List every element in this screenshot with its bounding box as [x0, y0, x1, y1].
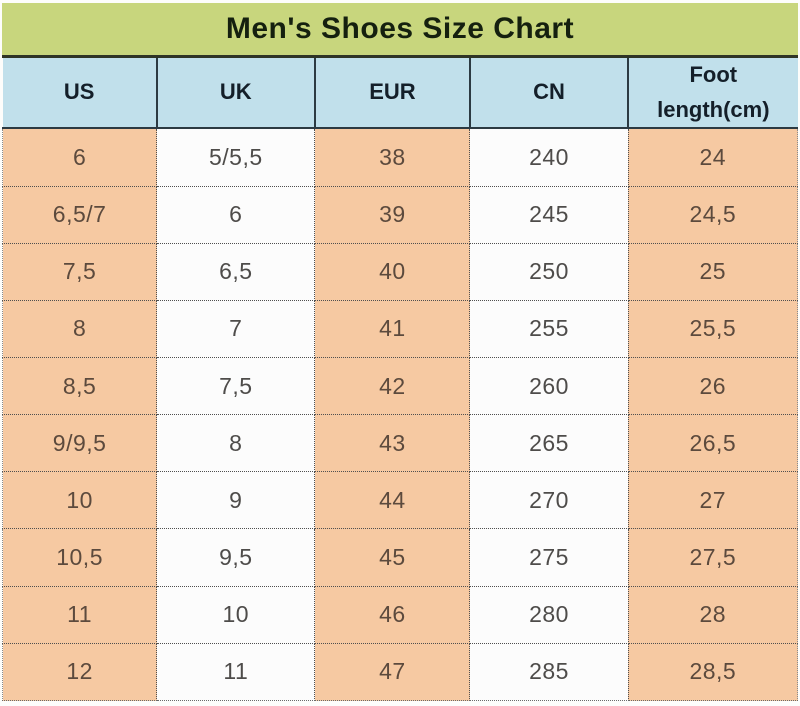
- size-cell: 8: [156, 414, 316, 473]
- size-cell: 27,5: [627, 528, 799, 587]
- size-cell: 270: [469, 471, 629, 530]
- size-cell: 260: [469, 357, 629, 416]
- size-cell: 43: [314, 414, 471, 473]
- size-cell: 10: [156, 585, 316, 644]
- size-cell: 38: [314, 127, 471, 187]
- size-cell: 41: [314, 299, 471, 359]
- size-cell: 5/5,5: [156, 127, 316, 187]
- title-bar: Men's Shoes Size Chart: [2, 3, 798, 58]
- header-row: US UK EUR CN Foot length(cm): [2, 58, 798, 129]
- table-row: 6,5/7 6 39 245 24,5: [1, 185, 799, 244]
- size-cell: 6,5/7: [1, 185, 158, 244]
- size-cell: 27: [627, 471, 799, 530]
- size-cell: 24: [627, 127, 799, 187]
- size-cell: 28,5: [627, 642, 799, 702]
- size-cell: 9,5: [156, 528, 316, 587]
- size-cell: 9: [156, 471, 316, 530]
- size-table-body: 6 5/5,5 38 240 24 6,5/7 6 39 245 24,5 7,5 6,5 40 250 2…: [1, 127, 799, 702]
- column-header-cn: CN: [468, 58, 630, 129]
- size-cell: 245: [469, 185, 629, 244]
- size-cell: 39: [314, 185, 471, 244]
- size-cell: 250: [469, 242, 629, 301]
- table-row: 8,5 7,5 42 260 26: [1, 357, 799, 416]
- size-cell: 26,5: [627, 414, 799, 473]
- size-cell: 9/9,5: [1, 414, 158, 473]
- table-row: 11 10 46 280 28: [1, 585, 799, 644]
- size-table-header: US UK EUR CN Foot length(cm): [2, 58, 798, 129]
- size-cell: 10,5: [1, 528, 158, 587]
- size-cell: 25,5: [627, 299, 799, 359]
- column-header-foot-length-cm: Foot length(cm): [627, 58, 798, 129]
- size-cell: 240: [469, 127, 629, 187]
- table-row: 10 9 44 270 27: [1, 471, 799, 530]
- size-cell: 275: [469, 528, 629, 587]
- size-cell: 46: [314, 585, 471, 644]
- size-cell: 12: [1, 642, 158, 702]
- size-cell: 7,5: [156, 357, 316, 416]
- size-cell: 280: [469, 585, 629, 644]
- size-cell: 255: [469, 299, 629, 359]
- size-cell: 25: [627, 242, 799, 301]
- size-cell: 44: [314, 471, 471, 530]
- table-row: 7,5 6,5 40 250 25: [1, 242, 799, 301]
- size-cell: 265: [469, 414, 629, 473]
- size-cell: 11: [156, 642, 316, 702]
- size-cell: 7,5: [1, 242, 158, 301]
- size-cell: 45: [314, 528, 471, 587]
- table-row: 9/9,5 8 43 265 26,5: [1, 414, 799, 473]
- table-row: 12 11 47 285 28,5: [1, 642, 799, 702]
- size-cell: 6: [1, 127, 158, 187]
- size-cell: 6,5: [156, 242, 316, 301]
- size-cell: 11: [1, 585, 158, 644]
- column-header-eur: EUR: [313, 58, 471, 129]
- size-cell: 7: [156, 299, 316, 359]
- size-cell: 10: [1, 471, 158, 530]
- column-header-uk: UK: [155, 58, 316, 129]
- table-row: 10,5 9,5 45 275 27,5: [1, 528, 799, 587]
- size-cell: 40: [314, 242, 471, 301]
- size-cell: 28: [627, 585, 799, 644]
- table-row: 8 7 41 255 25,5: [1, 299, 799, 359]
- size-cell: 8: [1, 299, 158, 359]
- size-cell: 42: [314, 357, 471, 416]
- size-cell: 24,5: [627, 185, 799, 244]
- column-header-us: US: [2, 58, 158, 129]
- size-table: US UK EUR CN Foot length(cm) 6 5/5,5 38 240 24 6,…: [1, 58, 799, 702]
- page-title: Men's Shoes Size Chart: [225, 12, 575, 45]
- size-cell: 8,5: [1, 357, 158, 416]
- size-cell: 6: [156, 185, 316, 244]
- size-cell: 285: [469, 642, 629, 702]
- size-cell: 26: [627, 357, 799, 416]
- size-cell: 47: [314, 642, 471, 702]
- table-row: 6 5/5,5 38 240 24: [1, 127, 799, 187]
